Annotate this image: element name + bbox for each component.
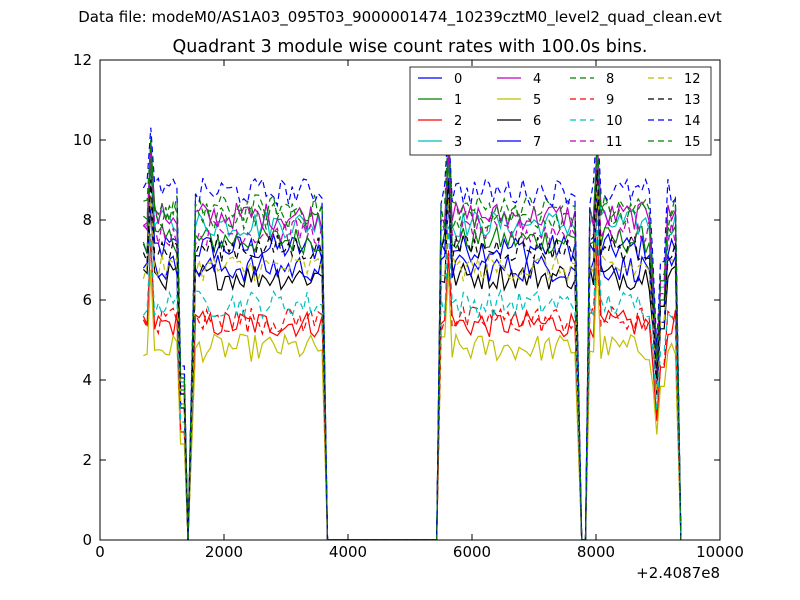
legend-label-11: 11 — [606, 135, 623, 150]
legend-label-10: 10 — [606, 114, 623, 129]
series-line-10 — [142, 217, 682, 540]
legend-label-7: 7 — [533, 135, 541, 150]
legend-label-4: 4 — [533, 72, 541, 87]
x-tick-label: 8000 — [577, 543, 615, 561]
series-line-8 — [143, 132, 682, 540]
figure-suptitle: Data file: modeM0/AS1A03_095T03_90000014… — [78, 8, 722, 26]
legend-label-8: 8 — [606, 72, 614, 87]
y-tick-label: 6 — [82, 291, 92, 309]
y-tick-label: 10 — [73, 131, 92, 149]
x-tick-label: 0 — [95, 543, 105, 561]
y-tick-label: 2 — [82, 451, 92, 469]
legend-label-5: 5 — [533, 93, 541, 108]
series-line-2 — [142, 236, 682, 540]
legend-label-0: 0 — [454, 72, 462, 87]
x-tick-label: 6000 — [453, 543, 491, 561]
legend-label-15: 15 — [684, 135, 701, 150]
chart-title: Quadrant 3 module wise count rates with … — [172, 37, 648, 57]
series-line-11 — [143, 146, 682, 540]
legend-label-2: 2 — [454, 114, 462, 129]
x-tick-label: 10000 — [696, 543, 744, 561]
series-line-9 — [142, 233, 682, 540]
series-line-13 — [142, 169, 682, 540]
y-tick-label: 8 — [82, 211, 92, 229]
series-line-12 — [142, 182, 682, 540]
series-line-15 — [143, 134, 682, 540]
y-tick-label: 0 — [82, 531, 92, 549]
series-lines — [142, 115, 682, 540]
x-offset-label: +2.4087e8 — [636, 564, 720, 582]
legend-label-6: 6 — [533, 114, 541, 129]
legend-label-3: 3 — [454, 135, 462, 150]
y-tick-label: 4 — [82, 371, 92, 389]
y-tick-label: 12 — [73, 51, 92, 69]
series-line-4 — [142, 141, 682, 540]
series-line-6 — [142, 194, 682, 540]
legend-label-9: 9 — [606, 93, 614, 108]
legend-label-14: 14 — [684, 114, 701, 129]
series-line-7 — [142, 188, 682, 540]
legend-box — [409, 66, 712, 156]
series-line-5 — [143, 263, 682, 540]
legend-label-1: 1 — [454, 93, 462, 108]
x-tick-label: 2000 — [205, 543, 243, 561]
legend-label-13: 13 — [684, 93, 701, 108]
legend-label-12: 12 — [684, 72, 701, 87]
x-tick-label: 4000 — [329, 543, 367, 561]
